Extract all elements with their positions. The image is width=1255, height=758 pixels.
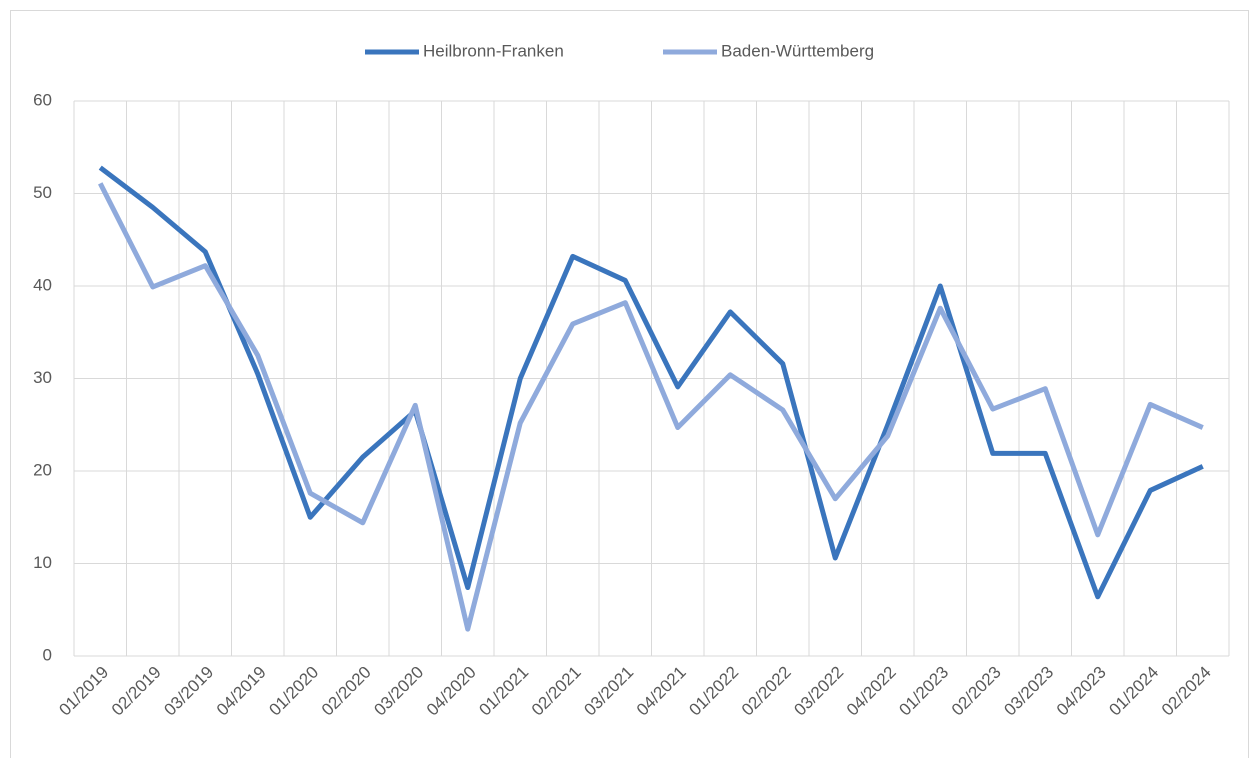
y-tick-label: 10 [33,553,52,572]
series-line [98,182,1204,632]
y-tick-label: 20 [33,460,52,479]
y-tick-label: 30 [33,368,52,387]
chart-frame [10,10,1249,758]
legend-label: Baden-Württemberg [721,41,874,60]
y-tick-label: 60 [33,90,52,109]
legend-label: Heilbronn-Franken [423,41,564,60]
y-tick-label: 50 [33,183,52,202]
series-line [98,165,1204,600]
y-tick-label: 0 [43,645,52,664]
y-tick-label: 40 [33,275,52,294]
